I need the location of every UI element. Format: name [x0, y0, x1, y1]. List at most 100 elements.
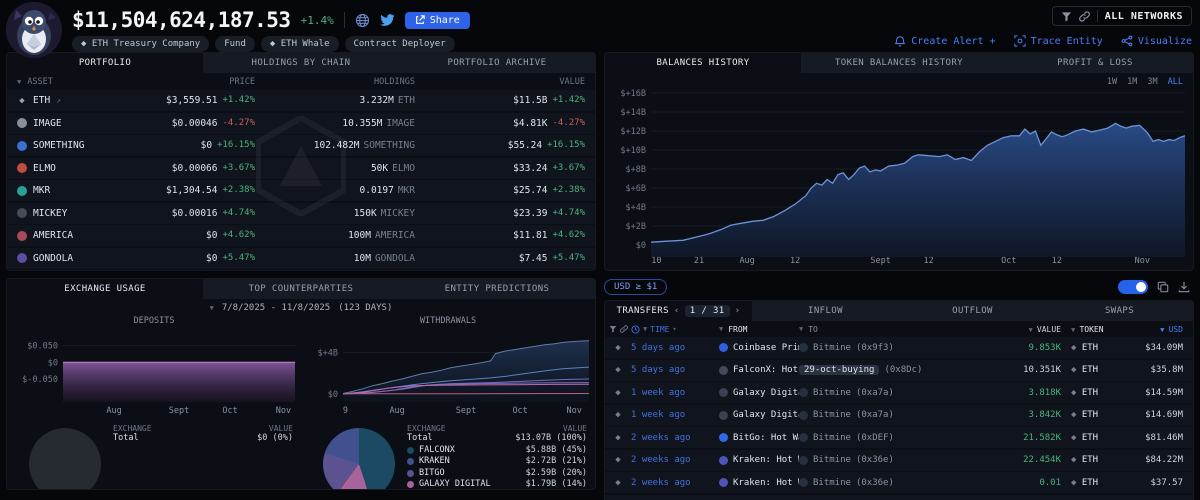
holdings-symbol: GONDOLA	[374, 252, 415, 264]
to-entity-icon	[799, 478, 808, 487]
transfer-time[interactable]: 1 week ago	[631, 410, 686, 420]
to-entity[interactable]: Bitmine	[813, 432, 851, 443]
next-page-button[interactable]: ›	[734, 306, 741, 316]
to-entity[interactable]: Bitmine	[813, 410, 851, 420]
clock-icon[interactable]	[631, 324, 640, 334]
svg-text:Oct: Oct	[512, 406, 527, 416]
from-entity[interactable]: Galaxy Digital: OTC (0x335)	[733, 387, 799, 398]
tab[interactable]: TOKEN BALANCES HISTORY	[834, 58, 963, 68]
balances-tabs: BALANCES HISTORY TOKEN BALANCES HISTORY PR…	[605, 53, 1193, 73]
deposits-chart[interactable]: $0.050 $0 $-0.050 Aug Sept Oct Nov	[7, 328, 301, 418]
table-row[interactable]: IMAGE $0.00046 -4.27% 10.355M IMAGE $4.8…	[7, 112, 595, 134]
transfer-row[interactable]: ◆ 2 weeks ago Kraken: Hot Wallet (0xf30)…	[605, 472, 1193, 493]
transfer-time[interactable]: 2 weeks ago	[631, 477, 691, 488]
tab[interactable]: TOP COUNTERPARTIES	[248, 284, 354, 294]
to-entity[interactable]: Bitmine	[813, 342, 851, 353]
networks-selector[interactable]: ALL NETWORKS	[1051, 6, 1192, 26]
deposits-pie-chart[interactable]	[29, 428, 101, 489]
from-entity-icon	[719, 365, 728, 375]
from-entity[interactable]: FalconX: Hot Wallet (0x115)	[733, 365, 799, 375]
transfer-row[interactable]: ◆ 5 days ago FalconX: Hot Wallet (0x115)…	[605, 359, 1193, 381]
create-alert-button[interactable]: Create Alert +	[894, 35, 996, 47]
table-row[interactable]: ◆ ETH ↗ $3,559.51 +1.42% 3.232M ETH $11.…	[7, 90, 595, 111]
transfer-row[interactable]: ◆ 2 weeks ago BitGo: Hot Wallet (0xbd0) …	[605, 427, 1193, 448]
download-icon[interactable]	[1178, 281, 1190, 293]
range-button[interactable]: ALL	[1167, 77, 1183, 87]
col-time[interactable]: TIME	[650, 324, 670, 334]
col-usd[interactable]: USD	[1168, 324, 1183, 334]
tab[interactable]: INFLOW	[808, 306, 843, 316]
table-row[interactable]: AMERICA $0 +4.62% 100M AMERICA $11.81 +4…	[7, 225, 595, 246]
transfer-row[interactable]: ◆ 1 week ago Galaxy Digital: OTC (0x335)…	[605, 382, 1193, 403]
globe-icon[interactable]	[355, 13, 370, 28]
tab[interactable]: PORTFOLIO	[7, 53, 203, 73]
table-row[interactable]: ELMO $0.00066 +3.67% 50K ELMO $33.24 +3.…	[7, 157, 595, 179]
transfer-time[interactable]: 5 days ago	[631, 342, 686, 353]
withdrawals-pie-chart[interactable]	[323, 428, 395, 489]
table-row[interactable]: SOMETHING $0 +16.15% 102.482M SOMETHING …	[7, 135, 595, 156]
visualize-button[interactable]: Visualize	[1121, 35, 1192, 47]
copy-icon[interactable]	[1157, 281, 1169, 293]
tab[interactable]: OUTFLOW	[952, 306, 993, 316]
col-value[interactable]: VALUE	[1036, 324, 1061, 334]
transfer-time[interactable]: 5 days ago	[631, 365, 686, 375]
filter-icon[interactable]: ▼	[643, 325, 648, 333]
filter-icon[interactable]: ▼	[17, 77, 22, 86]
tab[interactable]: BALANCES HISTORY	[605, 53, 801, 73]
filter-icon[interactable]: ▼	[1160, 325, 1169, 334]
transfer-time[interactable]: 2 weeks ago	[631, 455, 691, 465]
tab[interactable]: ENTITY PREDICTIONS	[444, 284, 550, 294]
to-entity-icon	[799, 410, 808, 420]
transfer-row[interactable]: ◆ 2 weeks ago Kraken: Hot Wallet (0xf30)…	[605, 449, 1193, 471]
tab[interactable]: SWAPS	[1104, 306, 1135, 316]
trace-entity-button[interactable]: Trace Entity	[1013, 35, 1103, 47]
table-row[interactable]: GONDOLA $0 +5.47% 10M GONDOLA $7.45 +5.4…	[7, 247, 595, 269]
transfer-row[interactable]: ◆ 2 weeks ago FalconX: Hot Wallet (0x115…	[605, 494, 1193, 500]
col-from[interactable]: FROM	[728, 324, 748, 334]
prev-page-button[interactable]: ‹	[673, 306, 680, 316]
usd-filter-pill[interactable]: USD ≥ $1	[604, 279, 668, 295]
from-entity-icon	[719, 410, 728, 420]
range-button[interactable]: 1W	[1106, 77, 1118, 87]
token-symbol: ETH	[1081, 455, 1099, 465]
table-row[interactable]: MKR $1,304.54 +2.38% 0.0197 MKR $25.74 +…	[7, 180, 595, 201]
transfer-row[interactable]: ◆ 5 days ago Coinbase Prime: Hot Wallet …	[605, 337, 1193, 358]
twitter-icon[interactable]	[380, 13, 395, 27]
value-change: +16.15%	[547, 140, 585, 150]
range-button[interactable]: 1M	[1127, 77, 1138, 87]
filter-icon[interactable]: ▼	[1028, 325, 1037, 334]
transfer-row[interactable]: ◆ 1 week ago Galaxy Digital: OTC (0x335)…	[605, 404, 1193, 426]
to-entity[interactable]: Bitmine	[813, 387, 851, 398]
to-entity[interactable]: Bitmine	[813, 455, 851, 465]
filter-icon[interactable]: ▼	[719, 325, 724, 333]
transfer-time[interactable]: 2 weeks ago	[631, 432, 691, 443]
link-icon[interactable]	[619, 325, 628, 333]
range-button[interactable]: 3M	[1147, 77, 1158, 87]
tab[interactable]: PORTFOLIO ARCHIVE	[447, 58, 547, 68]
col-to[interactable]: TO	[808, 324, 818, 334]
share-button[interactable]: Share	[404, 11, 470, 29]
col-token[interactable]: TOKEN	[1079, 324, 1104, 334]
to-entity[interactable]: 29-oct-buying	[799, 365, 880, 375]
from-entity[interactable]: BitGo: Hot Wallet (0xbd0)	[733, 432, 799, 443]
tab[interactable]: PROFIT & LOSS	[1057, 58, 1133, 68]
toggle-switch[interactable]	[1118, 280, 1148, 294]
tab-transfers[interactable]: TRANSFERS ‹ 1 / 31 ›	[605, 301, 752, 321]
from-entity[interactable]: Kraken: Hot Wallet (0xf30)	[733, 477, 799, 488]
filter-icon[interactable]: ▼	[1071, 325, 1080, 334]
to-entity[interactable]: Bitmine	[813, 477, 851, 488]
tab[interactable]: EXCHANGE USAGE	[7, 279, 203, 299]
graph-icon	[1121, 35, 1133, 47]
filter-icon[interactable]: ▼	[799, 325, 804, 333]
balances-history-chart[interactable]: $+16B $+14B $+12B $+10B $+8B $+6B $+4B $+2B $0 10…	[605, 87, 1193, 267]
asset-value: $25.74	[513, 185, 548, 196]
tab[interactable]: HOLDINGS BY CHAIN	[251, 58, 351, 68]
from-entity[interactable]: Coinbase Prime: Hot Wallet (0xce8)	[733, 342, 799, 353]
from-entity[interactable]: Kraken: Hot Wallet (0xf30)	[733, 455, 799, 465]
withdrawals-chart[interactable]: $+4B $0 9 Aug Sept Oct Nov	[301, 328, 595, 418]
date-range-filter[interactable]: ▼ 7/8/2025 - 11/8/2025 (123 DAYS)	[7, 299, 595, 316]
transfer-time[interactable]: 1 week ago	[631, 387, 686, 398]
from-entity[interactable]: Galaxy Digital: OTC (0x335)	[733, 410, 799, 420]
table-row[interactable]: MICKEY $0.00016 +4.74% 150K MICKEY $23.3…	[7, 202, 595, 224]
filter-icon[interactable]	[609, 325, 617, 333]
